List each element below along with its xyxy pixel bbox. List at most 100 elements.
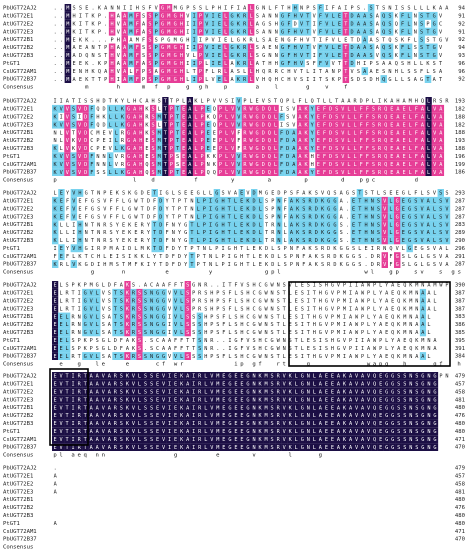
consensus-residue: g (91, 270, 94, 276)
residue: P (170, 122, 173, 128)
residue: L (409, 154, 412, 160)
residue-shading (327, 152, 334, 161)
residue: H (256, 69, 259, 75)
residue: P (205, 37, 208, 43)
residue-shading (367, 43, 375, 52)
residue: A (120, 283, 124, 289)
residue: V (174, 299, 177, 305)
residue: V (102, 437, 105, 443)
residue: A (421, 154, 425, 160)
residue-shading (317, 11, 324, 20)
residue: V (210, 405, 213, 411)
residue: V (355, 397, 358, 403)
residue: M (409, 299, 412, 305)
residue: R (141, 230, 145, 236)
residue: P (199, 61, 202, 67)
residue: S (397, 390, 400, 396)
residue: A (129, 37, 133, 43)
residue: A (234, 191, 238, 197)
residue-shading (407, 120, 414, 129)
residue-shading (376, 160, 383, 169)
residue-shading (229, 112, 236, 121)
residue: Y (116, 230, 120, 236)
residue: N (427, 390, 430, 396)
residue-shading (180, 144, 187, 153)
residue: P (110, 37, 113, 43)
residue-shading (201, 204, 208, 213)
residue: A (379, 322, 383, 328)
residue: W (134, 207, 138, 213)
residue: D (84, 138, 87, 144)
residue-shading (88, 168, 96, 176)
residue: A (439, 115, 443, 121)
residue: S (204, 299, 207, 305)
residue-shading (290, 136, 298, 145)
residue: H (221, 207, 224, 213)
residue: G (396, 230, 399, 236)
residue-shading (352, 120, 359, 129)
residue: D (329, 162, 332, 168)
residue: S (132, 283, 135, 289)
residue: L (249, 22, 252, 28)
residue: E (222, 429, 225, 435)
residue: C (150, 283, 153, 289)
residue: P (200, 115, 203, 121)
residue-shading (195, 196, 202, 205)
residue: P (351, 6, 354, 12)
residue: L (295, 382, 298, 388)
residue: T (277, 314, 280, 320)
residue: T (66, 382, 69, 388)
residue: E (379, 382, 382, 388)
residue: T (91, 191, 94, 197)
residue-shading (370, 104, 377, 113)
residue-shading (216, 51, 223, 60)
residue: F (323, 154, 326, 160)
residue: L (407, 53, 410, 59)
residue: S (407, 69, 410, 75)
residue: D (329, 170, 332, 176)
residue: M (167, 45, 170, 51)
residue: . (54, 61, 57, 67)
position-number: 480 (455, 429, 465, 435)
residue: G (420, 77, 423, 83)
residue: V (445, 37, 448, 43)
residue: I (355, 283, 358, 289)
residue: A (145, 99, 149, 105)
residue: S (369, 29, 372, 35)
residue: G (352, 254, 355, 260)
residue: L (102, 283, 105, 289)
residue-shading (186, 160, 194, 169)
residue: Q (268, 146, 271, 152)
residue: M (66, 37, 69, 43)
residue: L (409, 138, 412, 144)
residue: G (421, 413, 424, 419)
residue: E (403, 146, 406, 152)
alignment-block-4: PbUGT72AJ2 E L S P K P M G L D F A K S. A C A A F F T S G N R.. I T… (3, 281, 466, 368)
residue: L (367, 322, 370, 328)
residue: F (415, 138, 418, 144)
sequence-name: AtUGT72B3 (3, 146, 33, 152)
residue: Q (373, 421, 376, 427)
residue: V (231, 130, 234, 136)
residue: G (333, 222, 336, 228)
residue-shading (296, 112, 304, 121)
residue: L (103, 254, 106, 260)
residue: G (301, 397, 304, 403)
residue: L (228, 330, 231, 336)
residue: G (385, 382, 388, 388)
residue-shading (317, 27, 324, 36)
residue-shading (382, 160, 389, 169)
residue: M (129, 53, 132, 59)
residue: F (230, 6, 233, 12)
residue: F (360, 154, 363, 160)
residue: W (249, 115, 253, 121)
residue: I (193, 29, 196, 35)
residue: L (284, 230, 287, 236)
residue: G (246, 421, 249, 427)
residue: T (190, 222, 193, 228)
residue: L (60, 146, 63, 152)
residue-shading (209, 11, 217, 20)
residue: S (120, 429, 123, 435)
residue: H (275, 77, 278, 83)
residue: P (170, 107, 173, 113)
